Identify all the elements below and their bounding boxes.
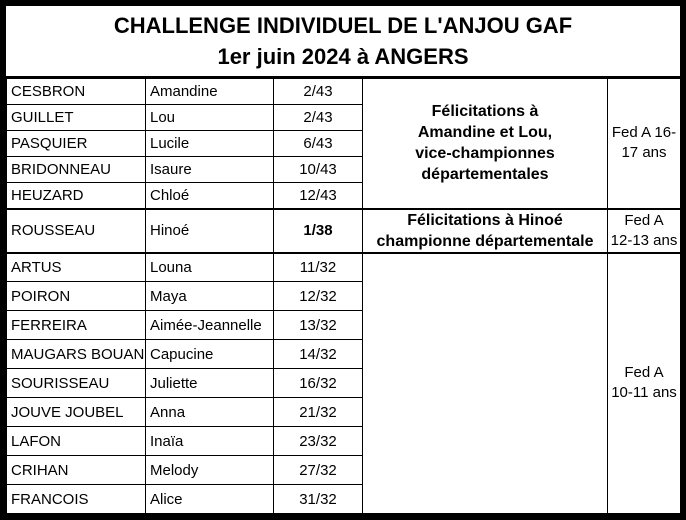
message-line: Félicitations à xyxy=(431,103,539,121)
table-row: JOUVE JOUBEL Anna 21/32 xyxy=(6,397,681,427)
row-rank: 10/43 xyxy=(273,156,363,183)
row-first-name: Lou xyxy=(145,104,274,131)
table-row: POIRON Maya 12/32 xyxy=(6,281,681,311)
category-label-10-11: Fed A 10-11 ans xyxy=(607,252,681,514)
row-rank: 23/32 xyxy=(273,426,363,456)
row-rank: 2/43 xyxy=(273,78,363,105)
table-row: CRIHAN Melody 27/32 xyxy=(6,455,681,485)
category-line: Fed A 16- xyxy=(611,124,677,142)
category-label-16-17: Fed A 16- 17 ans xyxy=(607,78,681,209)
row-first-name: Aimée-Jeannelle xyxy=(145,310,274,340)
row-first-name: Alice xyxy=(145,484,274,514)
message-line: Félicitations à Hinoé xyxy=(407,211,563,229)
category-line: 12-13 ans xyxy=(610,231,678,249)
congrats-message-12-13: Félicitations à Hinoé championne départe… xyxy=(362,207,608,254)
category-line: Fed A xyxy=(624,364,664,382)
category-line: 17 ans xyxy=(621,144,667,162)
table-row: HEUZARD Chloé 12/43 xyxy=(6,182,681,209)
row-rank: 13/32 xyxy=(273,310,363,340)
row-rank: 12/43 xyxy=(273,182,363,209)
row-rank: 27/32 xyxy=(273,455,363,485)
row-last-name: LAFON xyxy=(6,426,146,456)
row-last-name: MAUGARS BOUAN xyxy=(6,339,146,369)
row-rank: 21/32 xyxy=(273,397,363,427)
row-last-name: GUILLET xyxy=(6,104,146,131)
row-first-name: Melody xyxy=(145,455,274,485)
row-first-name: Lucile xyxy=(145,130,274,157)
row-last-name: POIRON xyxy=(6,281,146,311)
row-last-name: FERREIRA xyxy=(6,310,146,340)
row-last-name: CESBRON xyxy=(6,78,146,105)
table-row: MAUGARS BOUAN Capucine 14/32 xyxy=(6,339,681,369)
row-first-name: Chloé xyxy=(145,182,274,209)
row-first-name: Maya xyxy=(145,281,274,311)
row-last-name: ARTUS xyxy=(6,252,146,282)
table-row: PASQUIER Lucile 6/43 xyxy=(6,130,681,157)
empty-message-cell xyxy=(362,252,608,514)
message-line: départementales xyxy=(421,166,549,184)
row-rank: 1/38 xyxy=(273,207,363,254)
row-first-name: Juliette xyxy=(145,368,274,398)
message-line: championne départementale xyxy=(376,232,594,250)
row-last-name: JOUVE JOUBEL xyxy=(6,397,146,427)
table-row: GUILLET Lou 2/43 xyxy=(6,104,681,131)
row-rank: 31/32 xyxy=(273,484,363,514)
row-first-name: Capucine xyxy=(145,339,274,369)
row-first-name: Anna xyxy=(145,397,274,427)
row-last-name: ROUSSEAU xyxy=(6,207,146,254)
row-first-name: Hinoé xyxy=(145,207,274,254)
row-rank: 14/32 xyxy=(273,339,363,369)
row-first-name: Louna xyxy=(145,252,274,282)
table-row: FRANCOIS Alice 31/32 xyxy=(6,484,681,514)
table-row: BRIDONNEAU Isaure 10/43 xyxy=(6,156,681,183)
row-rank: 2/43 xyxy=(273,104,363,131)
row-rank: 6/43 xyxy=(273,130,363,157)
table-row: ROUSSEAU Hinoé 1/38 Félicitations à Hino… xyxy=(6,207,681,254)
row-first-name: Inaïa xyxy=(145,426,274,456)
table-row: SOURISSEAU Juliette 16/32 xyxy=(6,368,681,398)
message-line: vice-championnes xyxy=(415,145,555,163)
category-line: 10-11 ans xyxy=(611,384,677,402)
title-line2: 1er juin 2024 à ANGERS xyxy=(217,44,469,69)
message-line: Amandine et Lou, xyxy=(417,124,553,142)
table-row: ARTUS Louna 11/32 Fed A 10-11 ans xyxy=(6,252,681,514)
row-last-name: FRANCOIS xyxy=(6,484,146,514)
row-first-name: Isaure xyxy=(145,156,274,183)
category-line: Fed A xyxy=(624,211,664,229)
page-title: CHALLENGE INDIVIDUEL DE L'ANJOU GAF 1er … xyxy=(6,6,680,78)
congrats-message-16-17: Félicitations à Amandine et Lou, vice-ch… xyxy=(362,78,608,209)
row-rank: 11/32 xyxy=(273,252,363,282)
title-line1: CHALLENGE INDIVIDUEL DE L'ANJOU GAF xyxy=(113,13,573,38)
row-rank: 16/32 xyxy=(273,368,363,398)
row-last-name: CRIHAN xyxy=(6,455,146,485)
row-first-name: Amandine xyxy=(145,78,274,105)
row-last-name: BRIDONNEAU xyxy=(6,156,146,183)
row-last-name: HEUZARD xyxy=(6,182,146,209)
row-last-name: PASQUIER xyxy=(6,130,146,157)
row-rank: 12/32 xyxy=(273,281,363,311)
category-label-12-13: Fed A 12-13 ans xyxy=(607,207,681,254)
row-last-name: SOURISSEAU xyxy=(6,368,146,398)
results-table: CESBRON Amandine 2/43 Félicitations à Am… xyxy=(6,78,681,514)
table-row: CESBRON Amandine 2/43 Félicitations à Am… xyxy=(6,78,681,209)
